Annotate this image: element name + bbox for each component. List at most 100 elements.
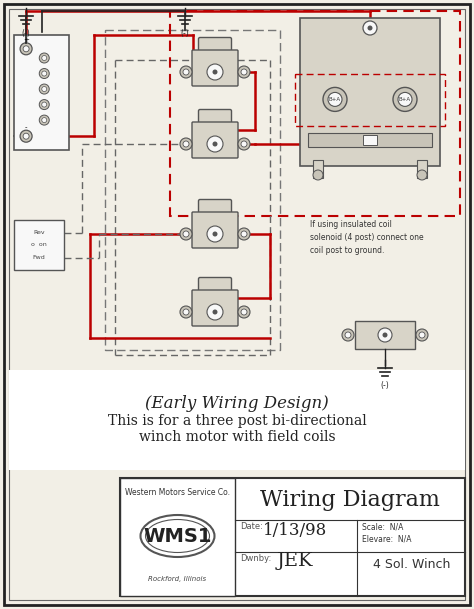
Circle shape — [416, 329, 428, 341]
Circle shape — [313, 170, 323, 180]
Circle shape — [378, 328, 392, 342]
Text: (-): (-) — [181, 29, 190, 38]
Bar — [9, 370, 465, 470]
Circle shape — [238, 66, 250, 78]
Circle shape — [39, 53, 49, 63]
Bar — [120, 478, 465, 596]
Circle shape — [345, 332, 351, 338]
Circle shape — [183, 231, 189, 237]
Text: Date:: Date: — [240, 522, 263, 531]
FancyBboxPatch shape — [192, 290, 238, 326]
Circle shape — [398, 93, 412, 107]
Circle shape — [39, 84, 49, 94]
Circle shape — [42, 55, 47, 60]
Bar — [355, 321, 415, 349]
Text: WMS1: WMS1 — [143, 527, 212, 546]
FancyBboxPatch shape — [199, 200, 231, 214]
Text: Rockford, Illinois: Rockford, Illinois — [148, 576, 207, 582]
Bar — [120, 478, 235, 596]
FancyBboxPatch shape — [192, 212, 238, 248]
Bar — [363, 135, 377, 146]
Circle shape — [23, 133, 29, 139]
Circle shape — [20, 43, 32, 55]
Circle shape — [241, 141, 247, 147]
Text: Rev: Rev — [33, 230, 45, 235]
Circle shape — [238, 228, 250, 240]
Circle shape — [212, 141, 218, 147]
Circle shape — [180, 138, 192, 150]
Circle shape — [238, 306, 250, 318]
Circle shape — [241, 231, 247, 237]
Circle shape — [383, 333, 388, 337]
Bar — [295, 74, 445, 126]
Circle shape — [39, 69, 49, 79]
Circle shape — [183, 69, 189, 75]
FancyBboxPatch shape — [199, 38, 231, 52]
Text: Elevare:  N/A: Elevare: N/A — [362, 534, 411, 543]
Bar — [308, 133, 432, 147]
Bar — [105, 30, 280, 350]
Text: Dwnby:: Dwnby: — [240, 554, 271, 563]
Circle shape — [42, 71, 47, 76]
Circle shape — [323, 88, 347, 111]
Circle shape — [20, 130, 32, 142]
Circle shape — [207, 304, 223, 320]
Text: +: + — [23, 37, 29, 43]
Circle shape — [238, 138, 250, 150]
Text: B+A: B+A — [329, 97, 341, 102]
Bar — [300, 18, 440, 166]
Circle shape — [207, 64, 223, 80]
Circle shape — [212, 231, 218, 236]
Text: (Early Wiring Design): (Early Wiring Design) — [145, 395, 329, 412]
Text: -: - — [25, 124, 27, 130]
Text: o  on: o on — [31, 242, 47, 247]
Circle shape — [180, 66, 192, 78]
Text: winch motor with field coils: winch motor with field coils — [139, 430, 335, 444]
Text: (-): (-) — [22, 29, 30, 38]
Circle shape — [23, 46, 29, 52]
Circle shape — [183, 141, 189, 147]
Circle shape — [241, 69, 247, 75]
Circle shape — [212, 309, 218, 314]
Circle shape — [183, 309, 189, 315]
Bar — [170, 11, 460, 216]
FancyBboxPatch shape — [199, 110, 231, 124]
Circle shape — [419, 332, 425, 338]
Bar — [313, 160, 323, 178]
FancyBboxPatch shape — [199, 278, 231, 292]
Circle shape — [367, 26, 373, 30]
Circle shape — [363, 21, 377, 35]
Circle shape — [180, 306, 192, 318]
Bar — [14, 35, 69, 150]
Bar — [14, 220, 64, 270]
Circle shape — [42, 118, 47, 122]
Circle shape — [207, 136, 223, 152]
Text: B+A: B+A — [399, 97, 411, 102]
FancyBboxPatch shape — [192, 122, 238, 158]
Ellipse shape — [146, 519, 210, 552]
Circle shape — [42, 102, 47, 107]
Text: If using insulated coil
solenoid (4 post) connect one
coil post to ground.: If using insulated coil solenoid (4 post… — [310, 220, 424, 255]
Circle shape — [212, 69, 218, 74]
Circle shape — [393, 88, 417, 111]
Text: Scale:  N/A: Scale: N/A — [362, 522, 403, 531]
Circle shape — [328, 93, 342, 107]
Text: 4 Sol. Winch: 4 Sol. Winch — [374, 558, 451, 571]
Circle shape — [342, 329, 354, 341]
Text: (-): (-) — [381, 381, 389, 390]
Text: 1/13/98: 1/13/98 — [263, 522, 327, 539]
Text: This is for a three post bi-directional: This is for a three post bi-directional — [108, 414, 366, 428]
Circle shape — [39, 115, 49, 125]
Circle shape — [39, 100, 49, 110]
Circle shape — [207, 226, 223, 242]
Text: JEK: JEK — [276, 552, 313, 570]
Circle shape — [42, 86, 47, 91]
Text: Wiring Diagram: Wiring Diagram — [260, 489, 440, 511]
FancyBboxPatch shape — [192, 50, 238, 86]
Text: Fwd: Fwd — [33, 255, 46, 260]
Text: Western Motors Service Co.: Western Motors Service Co. — [125, 488, 230, 497]
Circle shape — [180, 228, 192, 240]
Circle shape — [241, 309, 247, 315]
Circle shape — [417, 170, 427, 180]
Bar — [417, 160, 427, 178]
